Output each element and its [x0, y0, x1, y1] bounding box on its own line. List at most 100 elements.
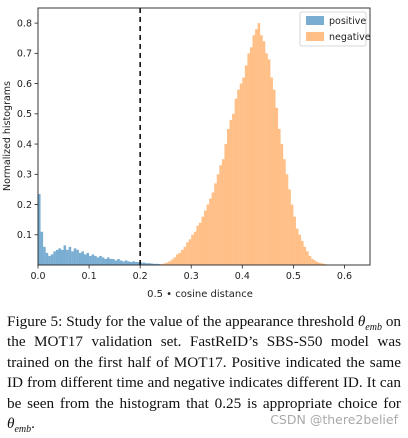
y-tick-label: 0.4 [17, 139, 32, 150]
positive-bar [68, 246, 72, 265]
positive-bar [91, 254, 95, 265]
negative-bar [211, 192, 215, 265]
negative-bar [206, 204, 210, 265]
positive-bar [94, 255, 97, 265]
positive-bar [78, 252, 82, 265]
y-tick-label: 0.6 [17, 79, 32, 90]
negative-bar [224, 144, 227, 265]
negative-bar [168, 261, 171, 265]
positive-bar [119, 260, 123, 265]
positive-bar [38, 193, 41, 265]
negative-bar [239, 83, 243, 265]
x-tick-label: 0.0 [30, 271, 45, 282]
y-tick-label: 0.5 [17, 109, 32, 120]
negative-bar [249, 47, 253, 266]
positive-bar [114, 260, 118, 265]
negative-bars [160, 23, 327, 266]
negative-bar [242, 77, 245, 265]
y-tick-label: 0.7 [17, 49, 32, 60]
negative-bar [303, 246, 307, 265]
legend-label-positive: positive [329, 16, 366, 27]
positive-bar [86, 252, 90, 265]
positive-bars [38, 193, 161, 265]
negative-bar [265, 53, 268, 265]
negative-bar [188, 239, 192, 265]
negative-bar [181, 249, 184, 265]
negative-bar [308, 255, 312, 265]
y-axis-ticks: 0.1 0.2 0.3 0.4 0.5 0.6 0.7 0.8 [17, 18, 38, 241]
positive-bar [147, 263, 151, 265]
negative-bar [234, 98, 238, 266]
positive-bar [122, 261, 125, 265]
positive-bar [109, 258, 113, 265]
y-tick-label: 0.8 [17, 18, 32, 29]
negative-bar [178, 252, 182, 265]
y-axis-label: Normalized histograms [2, 81, 13, 191]
positive-bar [83, 254, 87, 265]
positive-bar [158, 264, 161, 265]
positive-bar [48, 255, 51, 265]
negative-bar [175, 254, 179, 265]
x-tick-label: 0.5 [286, 271, 301, 282]
positive-bar [60, 249, 64, 265]
csdn-watermark: CSDN @there2belief [270, 412, 398, 427]
positive-bar [155, 263, 159, 265]
histogram-figure: 0.0 0.1 0.2 0.3 0.4 0.5 0.6 0.1 0.2 0.3 0.4 0.5 0.6… [2, 7, 371, 300]
positive-bar [43, 246, 46, 265]
legend-swatch-positive [306, 16, 324, 25]
negative-bar [219, 165, 222, 265]
negative-bar [262, 41, 266, 266]
negative-bar [173, 257, 176, 265]
negative-bar [216, 174, 220, 265]
figure-caption: Figure 5: Study for the value of the app… [7, 312, 401, 435]
plot-frame [37, 7, 371, 266]
legend: positive negative [299, 11, 371, 47]
positive-bar [40, 231, 44, 265]
positive-bar [132, 261, 136, 265]
negative-bar [267, 59, 271, 266]
negative-bar [193, 231, 197, 265]
negative-bar [201, 216, 204, 265]
x-tick-label: 0.4 [235, 271, 250, 282]
negative-bar [232, 113, 235, 265]
negative-bar [226, 128, 230, 265]
positive-bar [135, 261, 138, 265]
negative-bar [165, 262, 169, 265]
positive-bar [145, 263, 148, 265]
negative-bar [288, 189, 291, 265]
positive-bar [76, 249, 79, 265]
positive-bar [127, 261, 130, 265]
positive-bar [96, 257, 100, 265]
negative-bar [290, 204, 294, 265]
negative-bar [160, 264, 164, 265]
negative-bar [198, 222, 202, 265]
negative-bar [306, 251, 309, 265]
positive-bar [89, 255, 92, 265]
negative-bar [255, 29, 258, 265]
caption-period: . [31, 415, 35, 433]
negative-bar [295, 228, 299, 265]
negative-bar [272, 89, 276, 265]
negative-bar [301, 240, 304, 265]
positive-bar [50, 254, 54, 265]
negative-bar [191, 234, 194, 265]
negative-bar [252, 35, 256, 266]
negative-bar [293, 216, 296, 265]
negative-bar [204, 210, 207, 265]
negative-bar [316, 261, 319, 265]
y-tick-label: 0.1 [17, 230, 32, 241]
negative-bar [183, 246, 187, 265]
positive-bar [142, 262, 146, 265]
negative-bar [260, 35, 263, 266]
caption-theta-subscript: emb [365, 322, 382, 334]
legend-swatch-negative [306, 32, 324, 41]
negative-bar [318, 262, 322, 265]
negative-bar [244, 65, 248, 265]
caption-theta: θ [357, 313, 366, 330]
negative-bar [214, 183, 217, 265]
positive-bar [66, 249, 69, 265]
negative-bar [229, 119, 233, 266]
y-tick-label: 0.3 [17, 170, 32, 181]
negative-bar [324, 264, 327, 265]
negative-bar [209, 198, 212, 265]
